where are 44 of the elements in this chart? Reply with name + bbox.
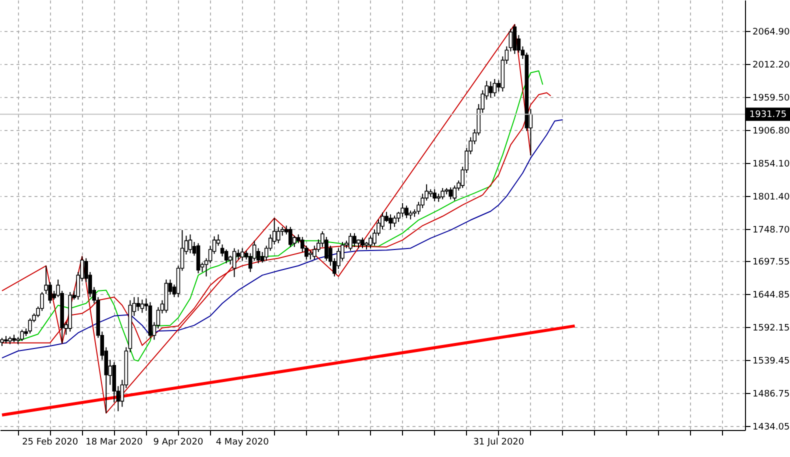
candlestick xyxy=(512,24,517,54)
candlestick xyxy=(388,214,392,230)
candlestick xyxy=(188,234,192,254)
candlestick xyxy=(404,205,408,219)
ref-line-label: 1931.75 xyxy=(749,110,787,120)
candlestick xyxy=(220,244,224,257)
y-tick-label: 1592.15 xyxy=(752,324,790,334)
candlestick xyxy=(232,248,236,278)
x-tick-label: 25 Feb 2020 xyxy=(22,438,78,448)
y-tick-label: 1486.75 xyxy=(752,390,790,400)
candlestick xyxy=(488,80,493,98)
y-tick-label: 1434.05 xyxy=(752,422,790,433)
y-tick-label: 1906.80 xyxy=(752,126,790,136)
candlestick xyxy=(136,296,140,312)
candlestick xyxy=(140,299,144,314)
y-tick-label: 1697.55 xyxy=(752,258,790,268)
candlestick xyxy=(492,78,497,98)
y-tick-label: 1644.85 xyxy=(752,290,790,301)
x-tick-label: 18 Mar 2020 xyxy=(86,438,143,448)
y-tick-label: 2064.90 xyxy=(752,27,790,38)
candlestick xyxy=(440,188,444,200)
y-tick-label: 1854.10 xyxy=(752,159,790,170)
candlestick xyxy=(224,248,228,264)
candlestick xyxy=(360,237,364,249)
y-tick-label: 2012.20 xyxy=(752,60,790,70)
candlestick xyxy=(28,318,32,334)
candlestick xyxy=(20,329,24,342)
candlestick xyxy=(352,232,356,248)
line-series xyxy=(2,119,564,358)
candlestick xyxy=(448,186,453,200)
y-tick-label: 1959.50 xyxy=(752,93,790,104)
candlestick xyxy=(240,248,244,262)
line-series xyxy=(18,70,544,362)
x-tick-label: 9 Apr 2020 xyxy=(153,438,204,448)
candlestick xyxy=(432,188,436,202)
candlestick xyxy=(392,215,396,228)
candlestick xyxy=(276,226,280,244)
y-tick-label: 1539.45 xyxy=(752,356,790,367)
candlestick xyxy=(288,226,292,248)
y-tick-label: 1748.70 xyxy=(752,225,790,236)
x-tick-label: 31 Jul 2020 xyxy=(473,438,524,448)
candlestick xyxy=(348,232,352,252)
y-tick-label: 1801.40 xyxy=(752,192,790,202)
x-tick-label: 4 May 2020 xyxy=(216,438,270,448)
